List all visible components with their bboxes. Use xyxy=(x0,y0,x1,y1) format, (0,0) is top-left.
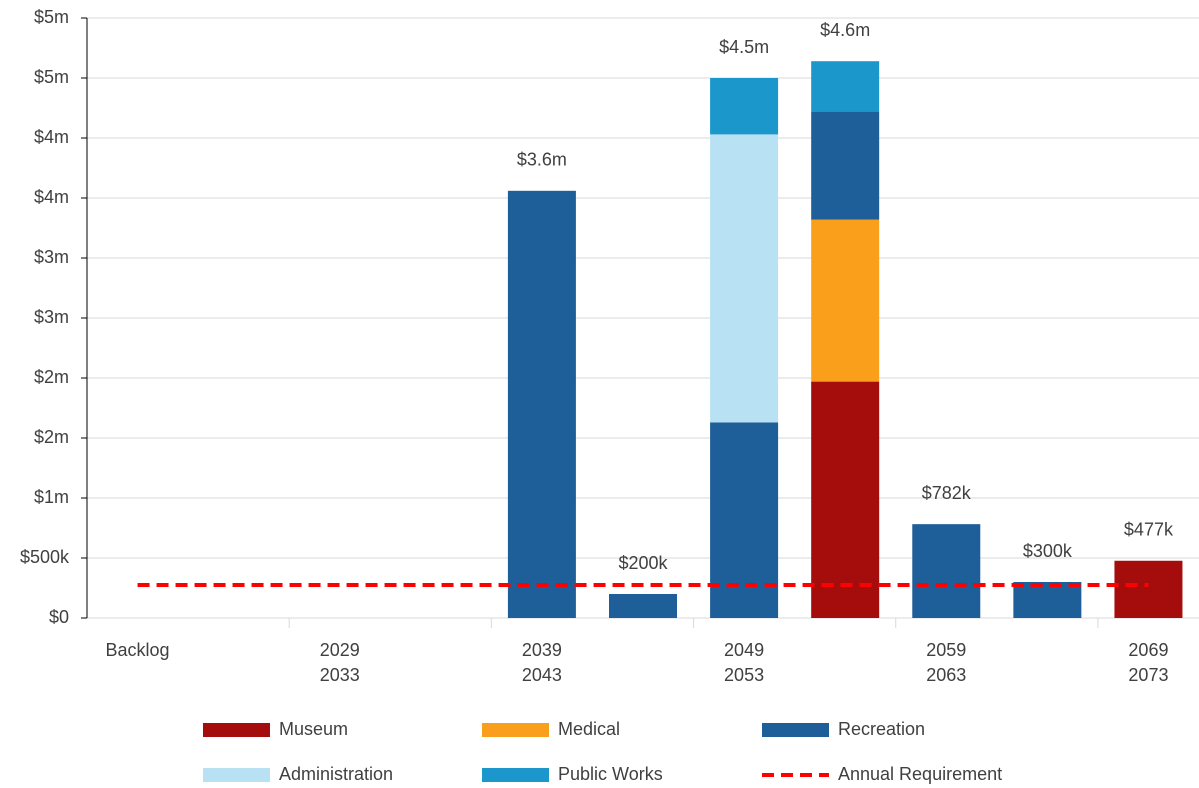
legend-swatch xyxy=(482,768,549,782)
y-tick-label: $1m xyxy=(34,487,69,507)
bar-segment xyxy=(811,381,880,618)
y-tick-label: $4m xyxy=(34,127,69,147)
legend-swatch xyxy=(482,723,549,737)
legend-label: Public Works xyxy=(558,764,663,784)
x-tick-label: 2069 2073 xyxy=(1128,640,1169,685)
x-tick-label: 2059 2063 xyxy=(926,640,967,685)
y-tick-label: $2m xyxy=(34,427,69,447)
x-tick-label: Backlog xyxy=(105,640,170,660)
bar-segment xyxy=(609,594,677,618)
bar-segment xyxy=(1013,582,1082,618)
bar-segment xyxy=(912,524,981,618)
bar-segment xyxy=(811,61,880,112)
total-label: $782k xyxy=(922,483,972,503)
total-label: $3.6m xyxy=(517,150,567,170)
legend-label: Annual Requirement xyxy=(838,764,1002,784)
legend-swatch xyxy=(762,723,829,737)
y-tick-label: $3m xyxy=(34,307,69,327)
bar-segment xyxy=(811,111,880,220)
total-label: $4.6m xyxy=(820,20,870,40)
total-label: $200k xyxy=(618,553,668,573)
legend-swatch xyxy=(203,723,270,737)
y-tick-label: $4m xyxy=(34,187,69,207)
total-label: $477k xyxy=(1124,520,1174,540)
legend-swatch xyxy=(203,768,270,782)
x-tick-label: 2039 2043 xyxy=(521,640,562,685)
bar-segment xyxy=(1114,560,1183,618)
legend-label: Museum xyxy=(279,719,348,739)
bar-segment xyxy=(710,78,779,135)
legend-label: Administration xyxy=(279,764,393,784)
bar-segment xyxy=(811,219,880,382)
total-label: $4.5m xyxy=(719,37,769,57)
y-tick-label: $3m xyxy=(34,247,69,267)
y-tick-label: $0 xyxy=(49,607,69,627)
y-tick-label: $500k xyxy=(20,547,70,567)
legend-label: Recreation xyxy=(838,719,925,739)
bar-segment xyxy=(710,134,779,423)
legend-label: Medical xyxy=(558,719,620,739)
bar-segment xyxy=(710,422,779,618)
x-tick-label: 2029 2033 xyxy=(319,640,360,685)
y-tick-label: $2m xyxy=(34,367,69,387)
y-tick-label: $5m xyxy=(34,67,69,87)
total-label: $300k xyxy=(1023,541,1073,561)
bar-segment xyxy=(507,190,576,619)
y-tick-label: $5m xyxy=(34,7,69,27)
x-tick-label: 2049 2053 xyxy=(724,640,765,685)
